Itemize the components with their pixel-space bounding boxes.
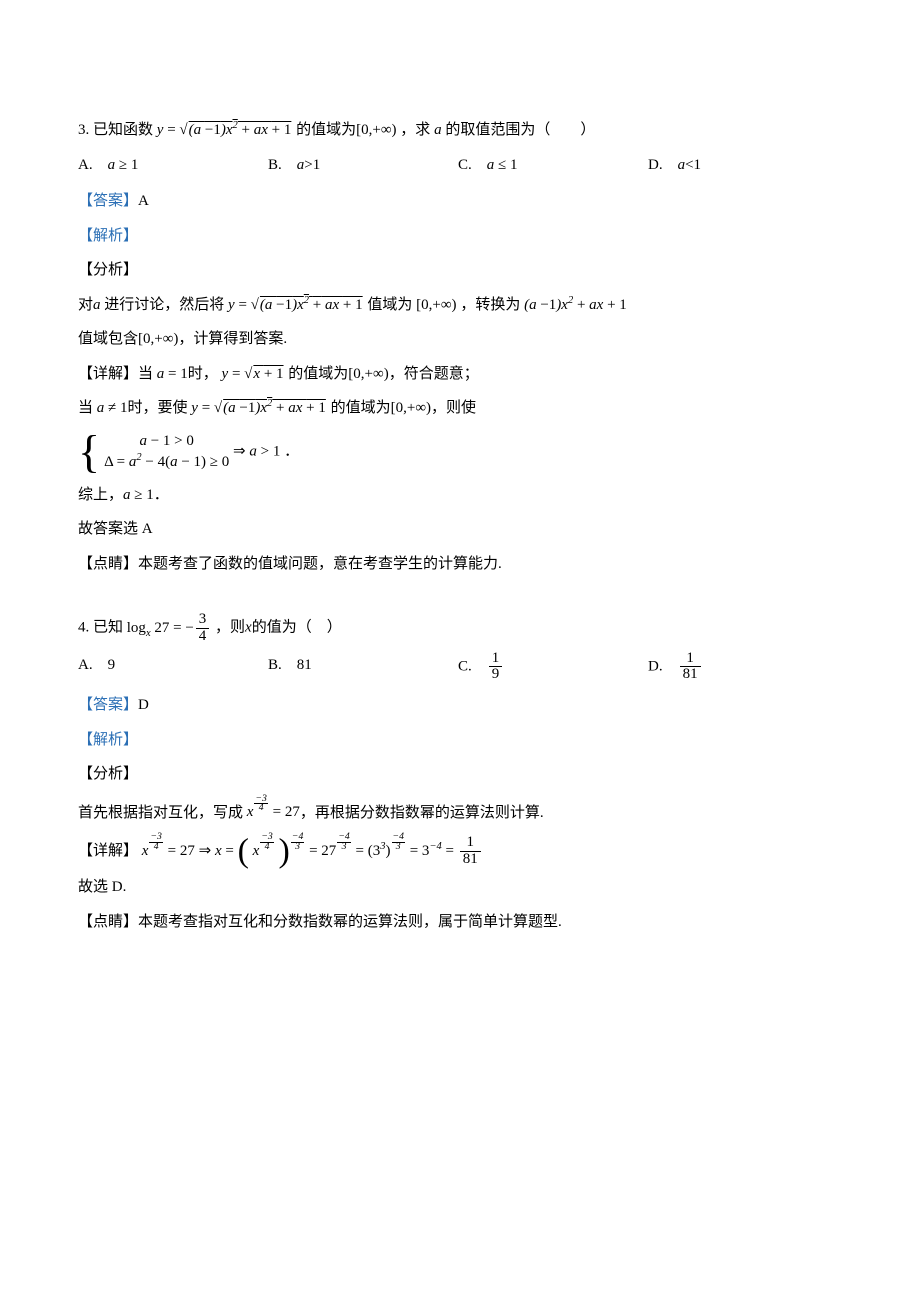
remark-label: 【点睛】 [78,556,138,572]
q4-remark: 【点睛】本题考查指对互化和分数指数幂的运算法则，属于简单计算题型. [78,908,850,937]
txt: 本题考查了函数的值域问题，意在考查学生的计算能力. [138,556,502,572]
q4-analysis-text: 首先根据指对互化，写成 x−34 = 27，再根据分数指数幂的运算法则计算. [78,795,850,827]
q4-answer-line: 【答案】D [78,691,850,720]
txt: ，符合题意； [389,366,479,382]
q4-option-c: C. 19 [458,651,648,684]
q3-conclude: 综上，a ≥ 1． [78,481,850,510]
q4-options: A. 9 B. 81 C. 19 D. 181 [78,651,838,684]
answer-label: 【答案】 [78,193,138,209]
q4-stem-pre: 已知 [93,620,123,636]
q3-answer: A [138,193,149,209]
q4-detail: 【详解】 x−34 = 27 ⇒ x = ( x−34 )−43 = 27−43… [78,833,850,868]
q3-stem-post: 的取值范围为（ ） [445,122,595,138]
q3-stem-mid2: ，求 [400,122,430,138]
txt: 值域包含 [78,331,138,347]
txt: ，计算得到答案. [178,331,287,347]
txt: ． [284,443,299,459]
q4-option-b: B. 81 [268,651,458,684]
q3-section-analysis: 【分析】 [78,256,850,285]
q3-analysis-label: 【解析】 [78,222,850,251]
txt: 综上， [78,487,123,503]
q4-option-d: D. 181 [648,651,838,684]
txt: 当 [138,366,153,382]
txt: 值域为 [367,297,412,313]
txt: ． [154,487,169,503]
q3-options: A. a ≥ 1 B. a>1 C. a ≤ 1 D. a<1 [78,151,838,180]
q3-range: [0,+∞) [356,122,396,138]
q3-option-a: A. a ≥ 1 [78,151,268,180]
q3-answer-line: 【答案】A [78,187,850,216]
q3-stem-pre: 已知函数 [93,122,153,138]
txt: 首先根据指对互化，写成 [78,804,243,820]
txt: 的值域为 [331,400,391,416]
q4-stem: 4. 已知 logx 27 = −34 ，则x的值为（ ） [78,612,850,645]
txt: 时， [188,366,218,382]
q4-var: x [245,620,252,636]
q3-number: 3. [78,122,89,138]
q3-detail-line2: 当 a ≠ 1时，要使 y = √(a −1)x2 + ax + 1 的值域为[… [78,394,850,423]
txt: ，再根据分数指数幂的运算法则计算. [300,804,544,820]
txt: 当 [78,400,93,416]
txt: ，转换为 [460,297,520,313]
q3-remark: 【点睛】本题考查了函数的值域问题，意在考查学生的计算能力. [78,550,850,579]
q4-therefore: 故选 D. [78,873,850,902]
txt: 的值为（ ） [252,620,342,636]
q4-section-analysis: 【分析】 [78,760,850,789]
q3-formula: y = √(a −1)x2 + ax + 1 [157,122,296,138]
q3-stem: 3. 已知函数 y = √(a −1)x2 + ax + 1 的值域为[0,+∞… [78,116,850,145]
q3-therefore: 故答案选 A [78,515,850,544]
q4-number: 4. [78,620,89,636]
q4-answer: D [138,697,149,713]
q3-system: { a − 1 > 0 Δ = a2 − 4(a − 1) ≥ 0 ⇒ a > … [78,429,850,475]
detail-label: 【详解】 [78,843,138,859]
remark-label: 【点睛】 [78,914,138,930]
txt: 对 [78,297,93,313]
q3-option-d: D. a<1 [648,151,838,180]
q3-analysis-line1: 对a 进行讨论，然后将 y = √(a −1)x2 + ax + 1 值域为 [… [78,291,850,320]
q3-stem-mid1: 的值域为 [296,122,356,138]
q4-log: logx 27 = −34 [127,620,215,636]
q3-var: a [434,122,442,138]
txt: 的值域为 [288,366,348,382]
txt: 时，要使 [128,400,188,416]
q4-analysis-label: 【解析】 [78,726,850,755]
txt: ，则 [215,620,245,636]
answer-label: 【答案】 [78,697,138,713]
txt: 本题考查指对互化和分数指数幂的运算法则，属于简单计算题型. [138,914,562,930]
q3-detail-line1: 【详解】当 a = 1时， y = √x + 1 的值域为[0,+∞)，符合题意… [78,360,850,389]
q3-analysis-line2: 值域包含[0,+∞)，计算得到答案. [78,325,850,354]
q4-option-a: A. 9 [78,651,268,684]
q3-option-b: B. a>1 [268,151,458,180]
txt: ，则使 [431,400,476,416]
q3-option-c: C. a ≤ 1 [458,151,648,180]
txt: 进行讨论，然后将 [104,297,224,313]
detail-label: 【详解】 [78,366,138,382]
